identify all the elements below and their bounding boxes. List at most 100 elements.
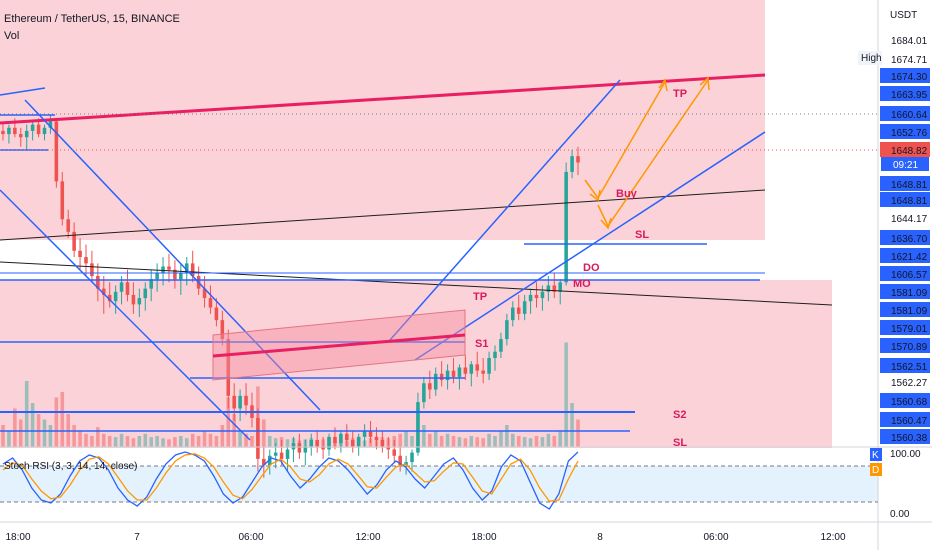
volume-bar (262, 419, 266, 447)
high-tag (858, 51, 882, 65)
volume-bar (13, 408, 17, 447)
candle (463, 354, 468, 381)
resistance-line (0, 73, 766, 125)
volume-bar (24, 381, 29, 447)
candle (475, 351, 480, 377)
volume-bar (439, 436, 444, 447)
candle (315, 430, 319, 453)
volume-bar (528, 438, 533, 447)
volume-bar (410, 436, 414, 447)
price-tick-label: 1606.57 (891, 270, 928, 281)
volume-bar (72, 425, 76, 447)
candle (30, 121, 35, 141)
label-mo: MO (573, 278, 591, 290)
symbol-title[interactable]: Ethereum / TetherUS, 15, BINANCE (4, 13, 180, 25)
volume-bar (96, 427, 100, 447)
candle (570, 149, 574, 179)
candle (368, 421, 373, 444)
time-axis[interactable]: 18:00 7 06:00 12:00 18:00 8 06:00 12:00 (5, 532, 845, 543)
label-do: DO (583, 262, 600, 274)
volume-bar (179, 436, 183, 447)
candle (345, 424, 349, 447)
volume-bar (190, 433, 195, 447)
volume-bar (404, 430, 408, 447)
blue-channel-upper (389, 79, 621, 341)
volume-bar (505, 425, 509, 447)
volume-bar (131, 438, 136, 447)
candle (516, 294, 521, 321)
candle (42, 124, 47, 141)
volume-bar (60, 392, 65, 447)
candle (511, 301, 515, 327)
volume-bar (576, 419, 580, 447)
price-tag (880, 302, 930, 317)
price-tag (880, 266, 930, 281)
time-tick-label: 06:00 (238, 532, 263, 543)
volume-bar (113, 437, 118, 447)
volume-bar (101, 433, 106, 447)
stoch-d-badge (870, 463, 882, 476)
volume-bar (137, 436, 142, 447)
label-tp-small: TP (473, 291, 487, 303)
candle (410, 449, 414, 472)
candle (445, 364, 450, 390)
candle (303, 440, 308, 466)
time-tick-label: 18:00 (5, 532, 30, 543)
black-trendline-lower (0, 261, 833, 306)
price-tick-label: 1579.01 (891, 324, 928, 335)
price-tag (880, 192, 930, 207)
volume-bar (540, 437, 545, 447)
volume-label[interactable]: Vol (4, 30, 20, 42)
volume-bar (250, 436, 254, 447)
volume-bar (457, 437, 462, 447)
stoch-k-line (2, 451, 579, 510)
volume-bar (184, 438, 189, 447)
volume-bar (196, 436, 201, 447)
label-s2: S2 (673, 409, 686, 421)
candle (179, 263, 183, 295)
price-tick-label: 1560.68 (891, 397, 928, 408)
candle (380, 430, 385, 453)
candle (356, 433, 361, 456)
candle (469, 361, 474, 387)
candle (457, 364, 462, 390)
price-tag (880, 176, 930, 191)
volume-bar (273, 438, 278, 447)
volume-bar (564, 342, 568, 447)
volume-bar (125, 436, 130, 447)
label-buy: Buy (616, 188, 638, 200)
volume-bar (558, 431, 562, 447)
candle (422, 376, 426, 409)
upper-zone (0, 0, 765, 240)
volume-bar (84, 433, 88, 447)
channel-mid-line (212, 333, 466, 358)
candle (167, 253, 171, 283)
time-tick-label: 8 (597, 532, 603, 543)
price-axis[interactable]: 1684.01 1674.71 1674.30 1663.95 1660.64 1652.… (880, 36, 930, 444)
price-tag (880, 358, 930, 373)
price-tick-label: 1660.64 (891, 110, 928, 121)
candle (386, 436, 391, 459)
price-tag (880, 124, 930, 139)
stoch-band (0, 466, 878, 502)
volume-bar (19, 419, 23, 447)
countdown-tag (881, 157, 929, 171)
price-tag (880, 106, 930, 121)
volume-bar (516, 436, 521, 447)
price-tick-label: 1562.51 (891, 362, 928, 373)
candle (101, 276, 106, 314)
candle (113, 285, 118, 314)
price-tick-label: 1621.42 (891, 252, 928, 263)
volume-bar (149, 437, 153, 447)
volume-bar (463, 438, 468, 447)
candle (416, 392, 420, 456)
volume-bar (42, 419, 47, 447)
price-tag (880, 248, 930, 263)
candle (208, 285, 213, 314)
volume-bar (451, 436, 456, 447)
candle (398, 446, 402, 472)
candle (60, 171, 65, 226)
volume-bar (220, 425, 225, 447)
